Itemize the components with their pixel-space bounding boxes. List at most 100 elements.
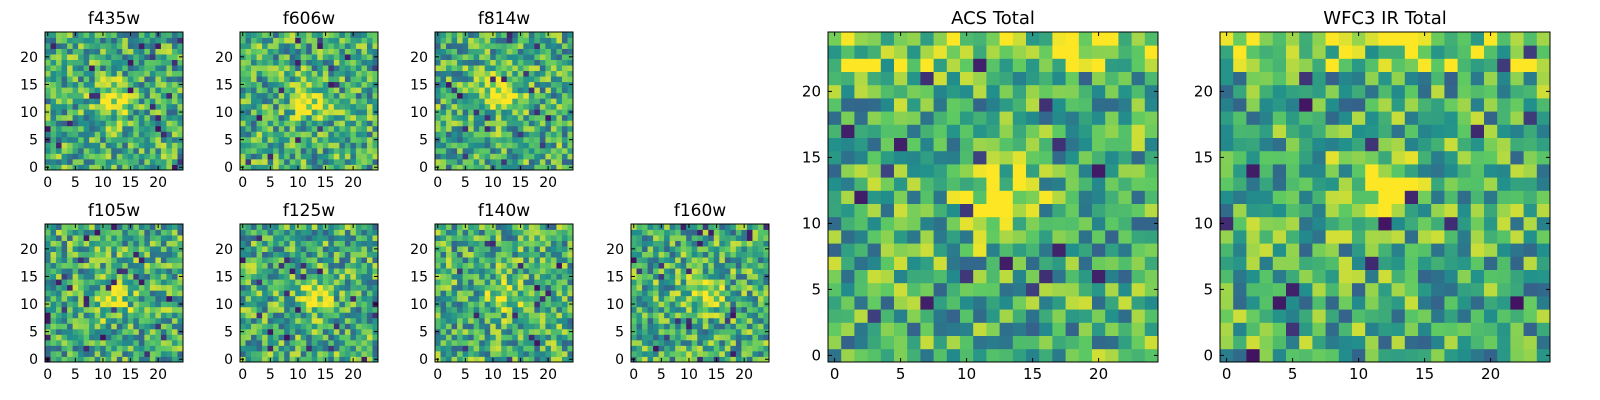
heatmap-cell (177, 87, 184, 94)
heatmap-cell (100, 65, 107, 72)
heatmap-cell (67, 356, 73, 363)
heatmap-cell (512, 334, 519, 341)
heatmap-cell (61, 251, 68, 258)
heatmap-cell (1144, 335, 1159, 350)
heatmap-cell (973, 230, 987, 244)
heatmap-cell (166, 70, 173, 77)
heatmap-cell (78, 164, 85, 171)
heatmap-cell (675, 317, 682, 324)
x-tick-label: 10 (289, 175, 307, 191)
heatmap-cell (111, 48, 118, 55)
heatmap-cell (155, 345, 162, 352)
x-tick-label: 20 (539, 175, 557, 191)
heatmap-cell (133, 65, 140, 72)
heatmap-cell (658, 323, 665, 330)
heatmap-cell (89, 81, 96, 88)
heatmap-cell (636, 268, 643, 275)
heatmap-cell (642, 279, 648, 286)
heatmap-cell (484, 87, 491, 94)
heatmap-cell (94, 103, 101, 110)
heatmap-cell (61, 323, 68, 330)
heatmap-cell (344, 136, 351, 143)
heatmap-cell (160, 37, 167, 44)
heatmap-cell (636, 279, 643, 286)
heatmap-cell (306, 224, 313, 230)
heatmap-cell (457, 70, 463, 77)
heatmap-cell (539, 235, 546, 241)
heatmap-cell (451, 136, 458, 143)
heatmap-cell (473, 295, 480, 302)
heatmap-cell (144, 87, 151, 94)
heatmap-cell (440, 37, 447, 44)
heatmap-cell (506, 284, 513, 291)
heatmap-cell (111, 81, 118, 88)
heatmap-cell (289, 224, 296, 230)
heatmap-cell (78, 76, 85, 83)
heatmap-cell (256, 92, 263, 99)
heatmap-cell (361, 43, 368, 49)
heatmap-cell (273, 323, 280, 330)
heatmap-cell (100, 323, 107, 330)
heatmap-cell (311, 290, 318, 297)
heatmap-cell (664, 306, 671, 313)
heatmap-cell (262, 158, 268, 165)
heatmap-cell (317, 142, 324, 149)
heatmap-cell (539, 136, 546, 143)
heatmap-cell (177, 65, 184, 72)
heatmap-cell (435, 339, 441, 346)
heatmap-cell (361, 76, 368, 83)
heatmap-cell (78, 356, 85, 363)
heatmap-cell (708, 295, 715, 302)
heatmap-cell (642, 339, 648, 346)
heatmap-cell (567, 153, 574, 160)
heatmap-cell (256, 262, 263, 269)
heatmap-cell (344, 59, 351, 66)
heatmap-cell (669, 328, 676, 335)
heatmap-cell (245, 65, 252, 72)
heatmap-cell (240, 251, 246, 258)
heatmap-cell (512, 48, 519, 55)
heatmap-cell (127, 109, 134, 116)
heatmap-cell (322, 65, 329, 72)
heatmap-cell (166, 295, 173, 302)
heatmap-cell (251, 158, 257, 165)
heatmap-cell (539, 356, 546, 363)
heatmap-cell (501, 334, 508, 341)
heatmap-cell (534, 262, 541, 269)
heatmap-cell (89, 76, 96, 83)
heatmap-cell (83, 87, 90, 94)
heatmap-cell (138, 37, 145, 44)
heatmap-cell (528, 295, 535, 302)
heatmap-cell (506, 328, 513, 335)
heatmap-cell (435, 59, 441, 66)
heatmap-cell (278, 164, 285, 171)
heatmap-cell (177, 350, 184, 357)
heatmap-cell (495, 334, 502, 341)
heatmap-cell (306, 312, 313, 319)
heatmap-cell (435, 92, 441, 99)
heatmap-cell (56, 295, 62, 302)
heatmap-cell (828, 190, 842, 204)
heatmap-cell (328, 229, 335, 236)
heatmap-cell (100, 334, 107, 341)
heatmap-cell (245, 87, 252, 94)
heatmap-cell (133, 109, 140, 116)
heatmap-cell (539, 268, 546, 275)
heatmap-cell (1092, 256, 1106, 270)
heatmap-cell (636, 246, 643, 252)
heatmap-cell (333, 317, 340, 324)
heatmap-cell (462, 317, 469, 324)
heatmap-cell (636, 284, 643, 291)
heatmap-cell (642, 257, 648, 264)
heatmap-cell (256, 54, 263, 60)
heatmap-cell (160, 48, 167, 55)
heatmap-cell (177, 279, 184, 286)
heatmap-cell (67, 131, 73, 138)
heatmap-cell (361, 92, 368, 99)
heatmap-cell (440, 235, 447, 241)
heatmap-cell (116, 114, 123, 121)
heatmap-cell (67, 257, 73, 264)
heatmap-cell (1092, 348, 1106, 363)
heatmap-cell (973, 282, 987, 297)
heatmap-cell (262, 103, 268, 110)
